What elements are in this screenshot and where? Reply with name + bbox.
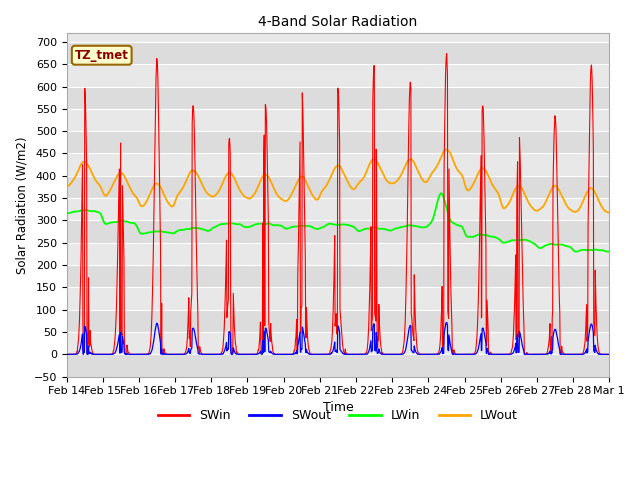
SWout [422, 351, 430, 357]
LWout [541, 200, 549, 206]
LWin [244, 224, 252, 230]
SWout [605, 351, 613, 357]
SWin [244, 351, 252, 357]
LWin [605, 249, 613, 254]
SWout [244, 351, 252, 357]
Bar [67, 109, 609, 131]
LWout [63, 183, 70, 189]
LWout [442, 147, 450, 153]
Bar [67, 64, 609, 86]
SWout [306, 351, 314, 357]
SWin [443, 51, 451, 57]
Bar [67, 198, 609, 220]
LWin [170, 230, 178, 236]
Bar [67, 176, 609, 198]
Title: 4-Band Solar Radiation: 4-Band Solar Radiation [259, 15, 417, 29]
SWout [184, 350, 191, 356]
SWin [63, 351, 70, 357]
LWin [422, 224, 430, 230]
SWin [422, 351, 430, 357]
Bar [67, 265, 609, 288]
Bar [67, 243, 609, 265]
SWout [541, 351, 549, 357]
Line: LWout: LWout [67, 150, 609, 213]
SWout [170, 351, 178, 357]
Bar [67, 42, 609, 64]
LWin [541, 243, 549, 249]
Bar [67, 131, 609, 154]
SWin [541, 351, 549, 357]
SWout [443, 320, 451, 325]
SWin [171, 351, 179, 357]
Bar [67, 220, 609, 243]
Bar [67, 154, 609, 176]
SWin [493, 351, 501, 357]
Line: SWin: SWin [67, 54, 609, 354]
SWout [63, 351, 70, 357]
SWin [605, 351, 613, 357]
Bar [67, 332, 609, 354]
SWout [493, 351, 501, 357]
Bar [67, 310, 609, 332]
Bar [67, 354, 609, 377]
SWin [99, 351, 107, 357]
LWout [184, 175, 191, 181]
LWin [573, 249, 580, 254]
X-axis label: Time: Time [323, 400, 353, 414]
LWin [63, 210, 70, 216]
Bar [67, 288, 609, 310]
LWout [244, 195, 252, 201]
Y-axis label: Solar Radiation (W/m2): Solar Radiation (W/m2) [15, 136, 28, 274]
LWin [493, 235, 501, 241]
LWout [605, 210, 613, 216]
LWin [184, 226, 191, 232]
LWout [422, 180, 430, 185]
LWout [493, 189, 501, 194]
Line: SWout: SWout [67, 323, 609, 354]
Text: TZ_tmet: TZ_tmet [75, 49, 129, 62]
Line: LWin: LWin [67, 193, 609, 252]
LWin [438, 191, 445, 196]
Bar [67, 86, 609, 109]
Legend: SWin, SWout, LWin, LWout: SWin, SWout, LWin, LWout [153, 404, 523, 427]
SWin [184, 327, 191, 333]
LWout [170, 202, 178, 207]
